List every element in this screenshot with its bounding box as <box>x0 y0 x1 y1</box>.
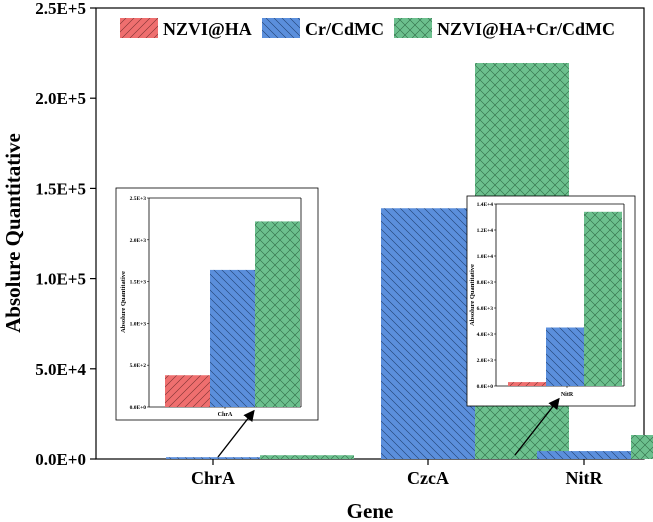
inset-y-tick-label: 4.0E+3 <box>477 332 494 338</box>
inset-nitr-ticks: 0.0E+0 2.0E+3 4.0E+3 6.0E+3 8.0E+3 1.0E+4 1.2E… <box>477 202 568 390</box>
legend: NZVI@HA Cr/CdMC NZVI@HA+Cr/CdMC <box>120 18 615 39</box>
inset-y-tick-label: 2.0E+3 <box>477 358 494 364</box>
inset-bar-nitr-nzvi-ha <box>508 382 546 386</box>
bar-chra-cr-cdmc <box>166 457 260 459</box>
legend-swatch-cr-cdmc <box>262 18 300 38</box>
inset-bar-chra-cr-cdmc <box>210 269 255 407</box>
inset-bar-nitr-cr-cdmc <box>546 327 584 386</box>
inset-nitr-xlabel: NitR <box>561 392 574 398</box>
inset-nitr: 0.0E+0 2.0E+3 4.0E+3 6.0E+3 8.0E+3 1.0E+4 1.2E… <box>466 195 636 407</box>
legend-label-combined: NZVI@HA+Cr/CdMC <box>437 19 615 39</box>
inset-chra-bars <box>165 221 300 407</box>
y-axis-label: Absolure Quantitative <box>1 133 25 333</box>
inset-y-tick-label: 0.0E+0 <box>477 384 494 390</box>
plot-frame <box>95 7 645 460</box>
bar-nitr-cr-cdmc <box>537 451 631 459</box>
legend-swatch-combined <box>394 18 432 38</box>
inset-nitr-bars <box>508 211 622 386</box>
y-tick-label: 2.5E+5 <box>35 0 86 18</box>
x-axis-ticks: ChrA CzcA NitR <box>191 459 603 488</box>
inset-chra: 0.0E+0 5.0E+2 1.0E+3 1.5E+3 2.0E+3 2.5E+3 Abs… <box>115 187 319 421</box>
bar-czca-cr-cdmc <box>381 208 475 459</box>
inset-chra-xlabel: ChrA <box>218 412 233 418</box>
inset-y-tick-label: 5.0E+2 <box>130 363 147 369</box>
y-tick-label: 1.5E+5 <box>35 179 86 198</box>
y-axis-ticks: 0.0E+0 5.0E+4 1.0E+5 1.5E+5 2.0E+5 2.5E+5 <box>35 0 96 469</box>
y-tick-label: 0.0E+0 <box>35 450 86 469</box>
inset-bar-chra-nzvi-ha <box>165 375 210 407</box>
x-tick-label-nitr: NitR <box>566 468 604 488</box>
inset-y-tick-label: 1.5E+3 <box>130 280 147 286</box>
inset-y-tick-label: 1.0E+4 <box>477 254 494 260</box>
legend-swatch-nzvi-ha <box>120 18 158 38</box>
arrow-chra-inset <box>217 409 255 458</box>
inset-bar-nitr-combined <box>584 211 622 386</box>
bar-nitr-combined <box>631 435 653 459</box>
inset-y-tick-label: 1.2E+4 <box>477 228 494 234</box>
x-tick-label-chra: ChrA <box>191 468 235 488</box>
arrow-nitr-inset <box>514 397 560 456</box>
inset-y-tick-label: 1.4E+4 <box>477 202 494 208</box>
inset-y-tick-label: 2.5E+3 <box>130 196 147 202</box>
inset-chra-ylabel: Absolure Quantitative <box>120 271 127 333</box>
legend-label-cr-cdmc: Cr/CdMC <box>305 19 384 39</box>
x-axis-label: Gene <box>347 499 394 522</box>
y-tick-label: 5.0E+4 <box>35 360 86 379</box>
inset-y-tick-label: 6.0E+3 <box>477 306 494 312</box>
inset-y-tick-label: 0.0E+0 <box>130 405 147 411</box>
inset-bar-chra-combined <box>255 221 300 407</box>
inset-y-tick-label: 1.0E+3 <box>130 321 147 327</box>
inset-y-tick-label: 8.0E+3 <box>477 280 494 286</box>
x-tick-label-czca: CzcA <box>407 468 449 488</box>
bar-chra-combined <box>260 455 354 459</box>
inset-chra-ticks: 0.0E+0 5.0E+2 1.0E+3 1.5E+3 2.0E+3 2.5E+3 <box>130 196 226 411</box>
legend-label-nzvi-ha: NZVI@HA <box>163 19 252 39</box>
y-tick-label: 2.0E+5 <box>35 89 86 108</box>
inset-y-tick-label: 2.0E+3 <box>130 238 147 244</box>
inset-nitr-ylabel: Absolure Quantitative <box>469 264 476 326</box>
y-tick-label: 1.0E+5 <box>35 270 86 289</box>
